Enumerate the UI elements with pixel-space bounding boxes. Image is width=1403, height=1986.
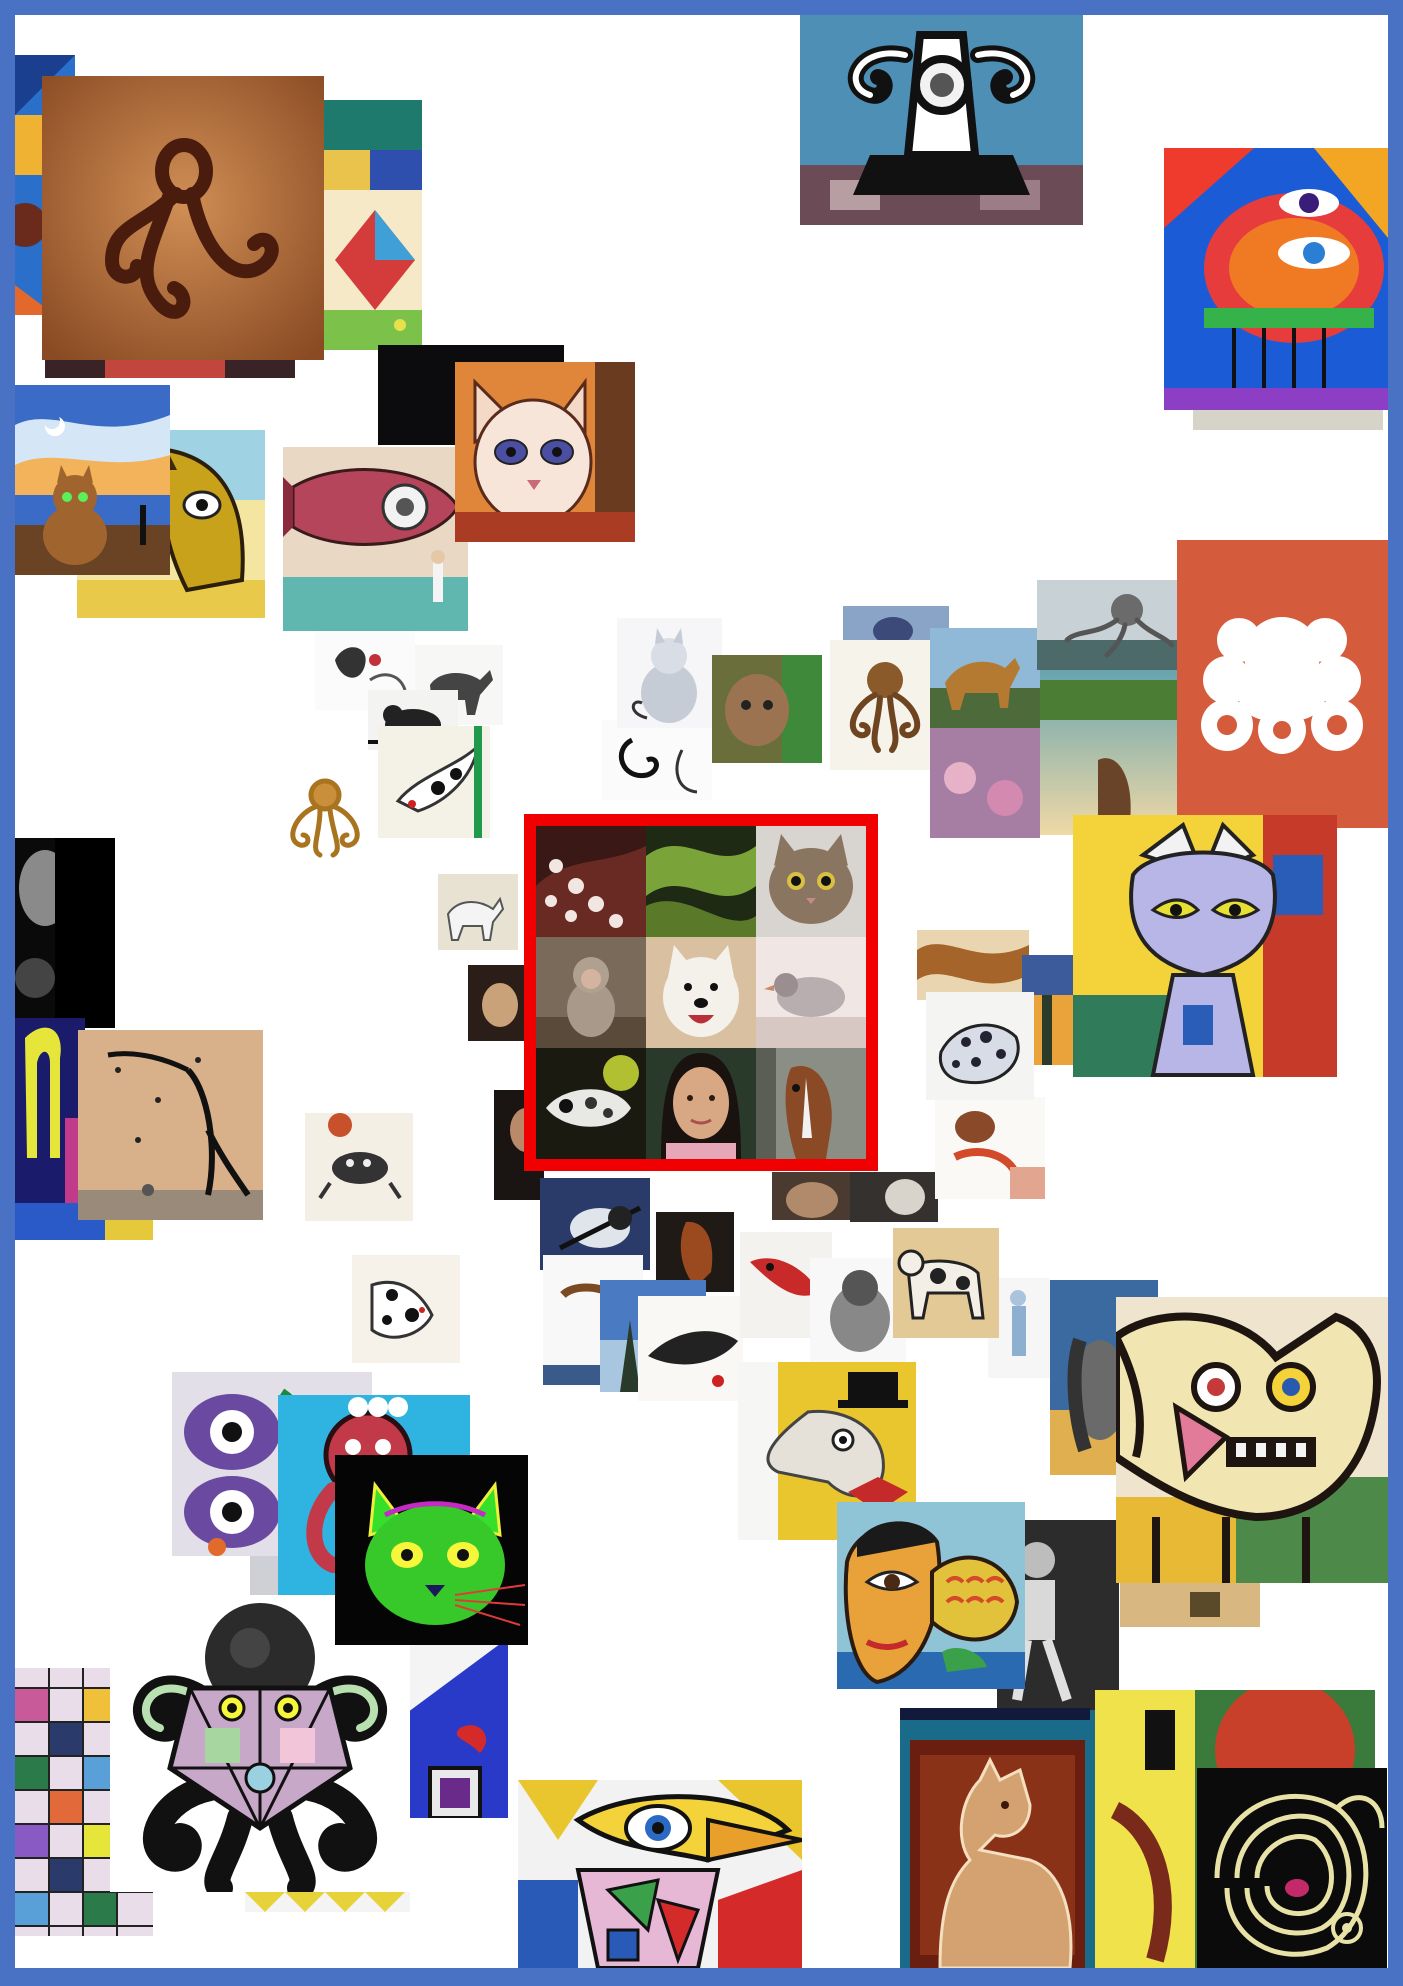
collage-tile-cat-painting[interactable] (712, 655, 822, 763)
collage-tile-blue-geometric[interactable] (400, 1638, 508, 1818)
surreal-cat-sunset[interactable] (15, 385, 170, 575)
collage-tile-ink-fish[interactable] (352, 1255, 460, 1363)
collage-tile-dog-photo[interactable] (850, 1172, 938, 1222)
collage-tile-ink-birds[interactable] (315, 630, 415, 710)
neon-cat[interactable] (335, 1455, 528, 1645)
collage-tile-octopus-sky[interactable] (1037, 580, 1177, 670)
collage-tile-bird-branch[interactable] (540, 1178, 650, 1270)
collage-tile-abstract-figure[interactable] (15, 1018, 85, 1203)
collage-tile-surreal-bird[interactable] (78, 1030, 263, 1220)
decorated-cat-portrait[interactable] (455, 362, 635, 542)
collage-tile-ink-koi[interactable] (378, 726, 490, 838)
collage-tile-octopus-sketch[interactable] (830, 640, 930, 770)
collage-tile-stone-face[interactable] (15, 838, 115, 1028)
grid-cell-woman-portrait-photo[interactable] (646, 1048, 756, 1159)
cubist-cat[interactable] (1073, 815, 1337, 1077)
collage-tile-ink-swirl[interactable] (602, 720, 712, 800)
grid-cell-monkey-photo[interactable] (536, 937, 646, 1048)
collage-tile-desert-strip[interactable] (1120, 1582, 1260, 1627)
grid-cell-horse-photo[interactable] (756, 1048, 866, 1159)
grid-cell-bird-photo[interactable] (756, 937, 866, 1048)
octopus-logo[interactable] (1177, 540, 1388, 828)
collage-tile-horse-photo[interactable] (656, 1212, 734, 1292)
grid-cell-fish-photo[interactable] (536, 1048, 646, 1159)
collage-tile-cat-closeup[interactable] (772, 1172, 852, 1220)
cubist-dog[interactable] (1116, 1297, 1388, 1583)
collage-tile-yellow-strip[interactable] (245, 1892, 410, 1912)
collage-tile-ink-monkey[interactable] (935, 1097, 1045, 1199)
ink-octopus-pattern[interactable] (800, 15, 1083, 225)
grid-cell-cat-photo[interactable] (756, 826, 866, 937)
collage-tile-horse-sketch[interactable] (438, 874, 518, 950)
folk-art-bird[interactable] (1164, 148, 1388, 410)
highlighted-photo-grid[interactable] (524, 814, 878, 1171)
surreal-fish[interactable] (283, 447, 468, 631)
cave-painting-octopus[interactable] (42, 76, 324, 360)
collage-tile-dark-bar[interactable] (900, 1708, 1090, 1720)
geometric-patchwork[interactable] (320, 100, 422, 350)
grid-cell-snake-photo[interactable] (646, 826, 756, 937)
collage-tile-ink-koi-2[interactable] (638, 1296, 743, 1401)
collage-tile-ink-octopus[interactable] (275, 755, 375, 865)
dog-in-top-hat[interactable] (738, 1362, 916, 1540)
collage-tile-bird-statue[interactable] (468, 965, 528, 1041)
collage-tile-ink-cat-2[interactable] (810, 1258, 906, 1362)
collage-tile-leopard-cat[interactable] (926, 992, 1034, 1100)
collage-tile-ink-frog[interactable] (305, 1113, 413, 1221)
collage-tile-strip[interactable] (1193, 410, 1383, 430)
geometric-octopus[interactable] (110, 1598, 410, 1892)
collage-tile-eyes-fish[interactable] (172, 1372, 372, 1556)
collage-tile-snake-photo[interactable] (917, 930, 1029, 1000)
grid-cell-octopus-photo[interactable] (536, 826, 646, 937)
fish-face-portrait[interactable] (837, 1502, 1025, 1689)
cubist-bird[interactable] (518, 1780, 802, 1968)
spiral-face[interactable] (1197, 1768, 1387, 1968)
collage-tile-ink-cat-sitting[interactable] (617, 618, 722, 728)
collage-tile-spotted-dog[interactable] (893, 1228, 999, 1338)
collage-tile-horse-landscape[interactable] (930, 628, 1040, 838)
collage-tile-surreal-landscape[interactable] (1018, 660, 1178, 835)
rustic-dog[interactable] (900, 1710, 1095, 1968)
collage-tile-ink-horse[interactable] (415, 645, 503, 725)
grid-cell-dog-photo[interactable] (646, 937, 756, 1048)
collage-tile-strip[interactable] (45, 358, 295, 378)
